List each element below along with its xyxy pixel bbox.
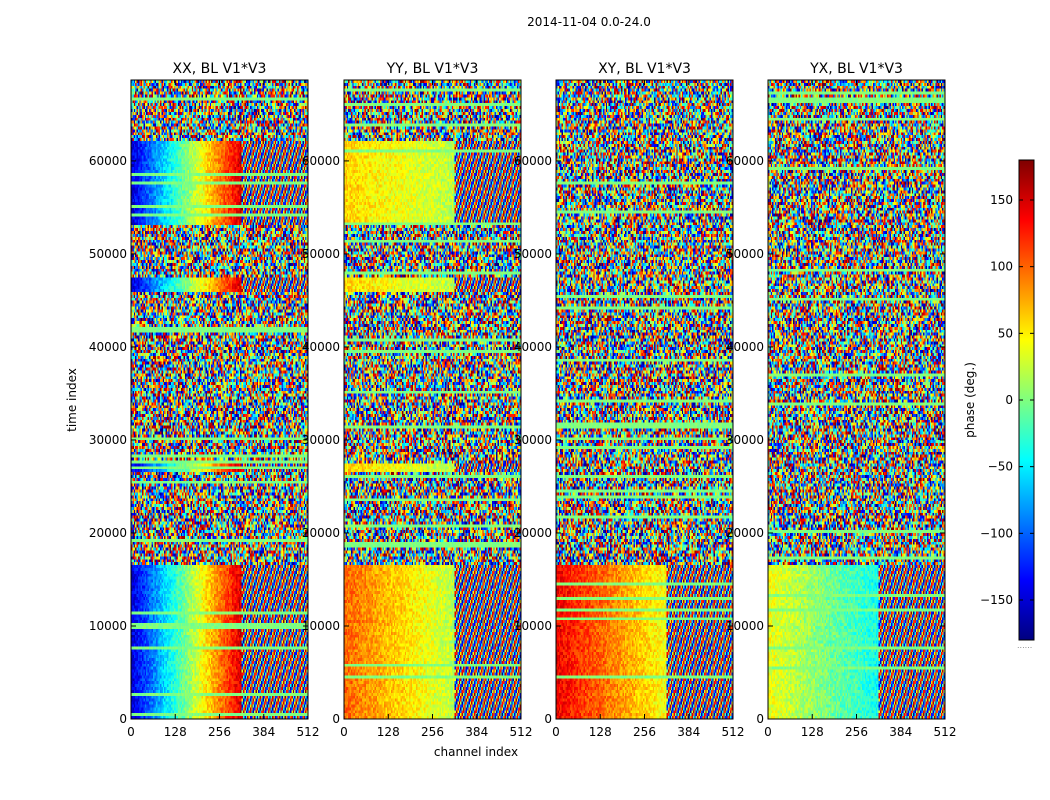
- x-tick-label: 384: [889, 725, 912, 739]
- y-axis-label: time index: [65, 368, 79, 432]
- colorbar-tick-label: −150: [980, 593, 1013, 607]
- colorbar-tick-label: 50: [998, 326, 1013, 340]
- heatmap-image-4: [768, 80, 945, 719]
- y-tick-label: 0: [119, 712, 127, 726]
- x-tick-label: 256: [208, 725, 231, 739]
- y-tick-label: 30000: [302, 433, 340, 447]
- x-tick-label: 0: [764, 725, 772, 739]
- y-tick-label: 0: [544, 712, 552, 726]
- y-tick-label: 40000: [89, 340, 127, 354]
- x-tick-label: 512: [510, 725, 533, 739]
- x-tick-label: 128: [164, 725, 187, 739]
- y-tick-label: 40000: [302, 340, 340, 354]
- panels: XX, BL V1*V3 0 128 256 384 512 0 10000 20000 3000…: [89, 61, 957, 739]
- heatmap-image-3: [556, 80, 733, 719]
- x-tick-label: 512: [297, 725, 320, 739]
- x-tick-label: 384: [465, 725, 488, 739]
- heatmap-image-2: [344, 80, 521, 719]
- x-tick-label: 256: [633, 725, 656, 739]
- y-tick-label: 50000: [514, 247, 552, 261]
- y-tick-label: 0: [332, 712, 340, 726]
- y-tick-label: 10000: [302, 619, 340, 633]
- panel-title: XX, BL V1*V3: [173, 61, 267, 77]
- y-tick-label: 20000: [726, 526, 764, 540]
- y-tick-label: 40000: [514, 340, 552, 354]
- x-tick-label: 512: [722, 725, 745, 739]
- colorbar-dots: ......: [1017, 641, 1032, 650]
- y-tick-label: 30000: [726, 433, 764, 447]
- panel-title: YY, BL V1*V3: [386, 61, 479, 77]
- x-tick-label: 384: [677, 725, 700, 739]
- y-tick-label: 10000: [726, 619, 764, 633]
- y-tick-label: 60000: [302, 154, 340, 168]
- x-tick-label: 0: [340, 725, 348, 739]
- x-tick-label: 256: [421, 725, 444, 739]
- panel-1: XX, BL V1*V3 0 128 256 384 512 0 10000 20000 3000…: [89, 61, 320, 739]
- y-tick-label: 20000: [302, 526, 340, 540]
- y-tick-label: 20000: [514, 526, 552, 540]
- y-tick-label: 50000: [726, 247, 764, 261]
- y-tick-label: 50000: [302, 247, 340, 261]
- y-tick-label: 60000: [89, 154, 127, 168]
- panel-2: YY, BL V1*V3 0 128 256 384 512 0 10000 20000 3000…: [302, 61, 533, 739]
- panel-title: XY, BL V1*V3: [598, 61, 691, 77]
- x-tick-label: 128: [801, 725, 824, 739]
- y-tick-label: 50000: [89, 247, 127, 261]
- x-axis-label: channel index: [434, 745, 518, 759]
- panel-3: XY, BL V1*V3 0 128 256 384 512 0 10000 20000 3000…: [514, 61, 745, 739]
- colorbar-tick-label: 150: [990, 193, 1013, 207]
- x-tick-label: 256: [845, 725, 868, 739]
- x-tick-label: 0: [552, 725, 560, 739]
- colorbar-tick-label: −100: [980, 526, 1013, 540]
- x-tick-label: 512: [934, 725, 957, 739]
- panel-4: YX, BL V1*V3 0 128 256 384 512 0 10000 20000 3000…: [726, 61, 957, 739]
- colorbar-tick-label: 100: [990, 260, 1013, 274]
- colorbar-tick-label: 0: [1005, 393, 1013, 407]
- y-tick-label: 40000: [726, 340, 764, 354]
- y-tick-label: 10000: [89, 619, 127, 633]
- y-tick-label: 30000: [89, 433, 127, 447]
- y-tick-label: 60000: [726, 154, 764, 168]
- y-tick-label: 0: [756, 712, 764, 726]
- y-tick-label: 10000: [514, 619, 552, 633]
- x-tick-label: 0: [127, 725, 135, 739]
- colorbar-tick-label: −50: [988, 460, 1013, 474]
- y-tick-label: 60000: [514, 154, 552, 168]
- x-tick-label: 384: [252, 725, 275, 739]
- panel-title: YX, BL V1*V3: [809, 61, 903, 77]
- colorbar-label: phase (deg.): [963, 362, 977, 438]
- y-tick-label: 20000: [89, 526, 127, 540]
- x-tick-label: 128: [589, 725, 612, 739]
- heatmap-image-1: [131, 80, 308, 719]
- y-tick-label: 30000: [514, 433, 552, 447]
- figure-title: 2014-11-04 0.0-24.0: [527, 15, 651, 29]
- colorbar: −150 −100 −50 0 50 100 150: [980, 159, 1035, 641]
- x-tick-label: 128: [377, 725, 400, 739]
